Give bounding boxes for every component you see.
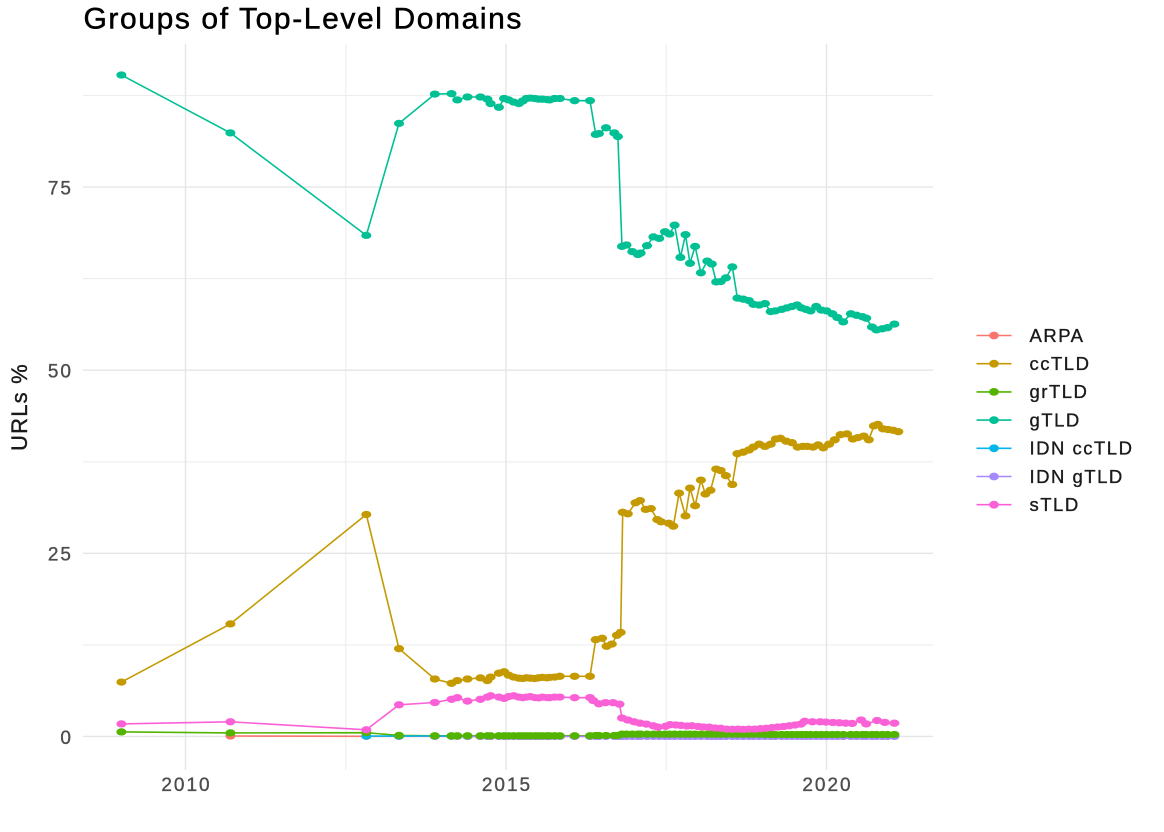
svg-text:25: 25	[48, 545, 73, 566]
svg-text:IDN ccTLD: IDN ccTLD	[1030, 438, 1134, 459]
svg-text:grTLD: grTLD	[1030, 381, 1089, 402]
svg-text:2015: 2015	[482, 775, 532, 796]
svg-text:URLs %: URLs %	[7, 363, 32, 451]
svg-text:ARPA: ARPA	[1030, 325, 1085, 346]
svg-text:IDN gTLD: IDN gTLD	[1030, 466, 1124, 487]
svg-text:2020: 2020	[802, 775, 852, 796]
svg-text:ccTLD: ccTLD	[1030, 353, 1091, 374]
svg-text:50: 50	[48, 362, 73, 383]
svg-text:sTLD: sTLD	[1030, 494, 1080, 515]
svg-text:2010: 2010	[161, 775, 211, 796]
svg-text:gTLD: gTLD	[1030, 409, 1081, 430]
svg-text:75: 75	[48, 179, 73, 200]
svg-text:0: 0	[60, 728, 73, 749]
svg-text:Groups of Top-Level Domains: Groups of Top-Level Domains	[84, 2, 524, 35]
